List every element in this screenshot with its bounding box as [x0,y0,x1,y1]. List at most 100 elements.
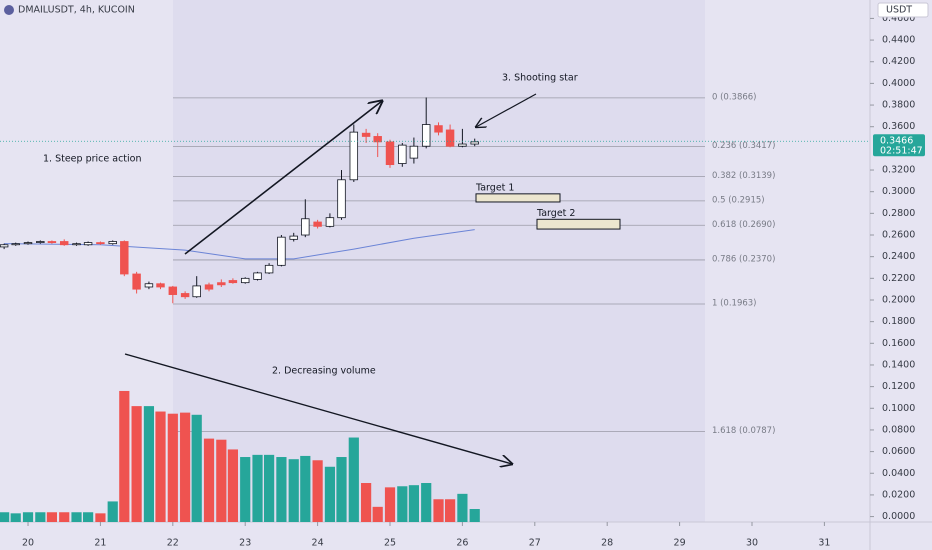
x-tick-label: 24 [312,538,324,549]
volume-bar [361,483,372,522]
arrow [184,101,382,255]
fib-zone [173,0,705,522]
x-tick-label: 21 [94,538,106,549]
volume-bar [457,493,468,522]
volume-bar [83,512,94,522]
candle-body [434,125,443,133]
candle-body [36,241,45,243]
y-tick-label: 0.2600 [882,230,915,241]
volume-bar [155,411,166,522]
candle-body [458,143,467,147]
y-tick-label: 0.2800 [882,208,915,219]
candle-body [156,283,165,288]
fib-label: 0.236 (0.3417) [712,141,775,151]
fib-label: 0 (0.3866) [712,92,756,102]
volume-bar [180,412,191,522]
candle-body [337,179,346,219]
candle-body [385,141,395,166]
volume-bar [46,512,58,522]
volume-bar [397,486,408,522]
moving-average [4,229,475,260]
annotation: 2. Decreasing volume [272,366,376,377]
volume-bar [191,414,202,522]
candle-body [168,286,178,295]
volume-bar [372,506,383,522]
volume-bar [35,512,46,522]
x-tick-label: 29 [674,538,686,549]
candle-body [240,277,250,284]
target-zone [475,193,561,203]
volume-bar [444,499,456,522]
volume-bar [143,406,155,522]
y-tick-label: 0.1200 [882,381,915,392]
candle-body [83,242,93,246]
y-tick-label: 0.4000 [882,78,915,89]
y-tick-label: 0.0000 [882,511,915,522]
candle-body [253,272,262,280]
y-tick-label: 0.2400 [882,251,915,262]
volume-bar [0,512,10,522]
volume-bar [22,512,34,522]
target-label: Target 2 [536,208,575,219]
candle-body [47,241,57,243]
volume-bar [264,454,275,522]
volume-bar [421,483,432,522]
volume-bar [336,457,347,522]
candle-body [264,264,274,274]
y-tick-label: 0.1600 [882,338,915,349]
volume-bar [227,449,238,522]
candle-body [108,241,117,245]
candle-body [289,235,298,240]
volume-bar [95,513,106,522]
currency-box[interactable] [877,2,929,18]
volume-bar [167,413,178,522]
volume-bar [240,457,251,522]
y-tick-label: 0.3600 [882,121,915,132]
annotation: 1. Steep price action [43,154,141,165]
y-tick-label: 0.4200 [882,56,915,67]
volume-bar [119,390,130,522]
y-tick-label: 0.3800 [882,100,915,111]
candle-body [72,243,81,246]
candle-body [398,144,407,164]
target-label: Target 1 [475,182,514,193]
candle-body [470,141,479,145]
volume-bar [300,455,311,522]
fib-label: 0.382 (0.3139) [712,171,775,181]
arrow [476,93,537,127]
target-zone [536,218,621,230]
fib-label: 0.618 (0.2690) [712,220,775,230]
volume-bar [384,487,396,522]
volume-bar [203,438,215,522]
volume-bar [252,454,263,522]
candle-body [409,145,419,159]
currency: USDT [886,5,912,16]
y-tick-label: 0.3000 [882,186,915,197]
candle-body [96,242,105,245]
annotation: 3. Shooting star [502,73,578,84]
x-tick-label: 28 [601,538,613,549]
volume-bar [107,501,118,522]
volume-bar [10,513,21,522]
x-tick-label: 20 [22,538,34,549]
y-tick-label: 0.1000 [882,403,915,414]
candle-body [120,241,129,275]
candle-body [59,241,69,246]
candle-body [192,285,201,298]
candle-body [325,217,335,227]
y-tick-label: 0.1400 [882,359,915,370]
candle-body [23,242,33,245]
volume-bar [312,460,323,522]
y-tick-label: 0.4400 [882,35,915,46]
volume-bar [276,457,287,522]
volume-bar [216,439,227,522]
y-tick-label: 0.3200 [882,165,915,176]
fib-label: 0.5 (0.2915) [712,195,765,205]
candle-body [421,124,431,147]
x-tick-label: 31 [818,538,830,549]
candle-body [180,293,190,298]
last-price-label: 0.3466 [880,136,913,147]
volume-bar [433,499,444,522]
candle-body [0,244,9,248]
